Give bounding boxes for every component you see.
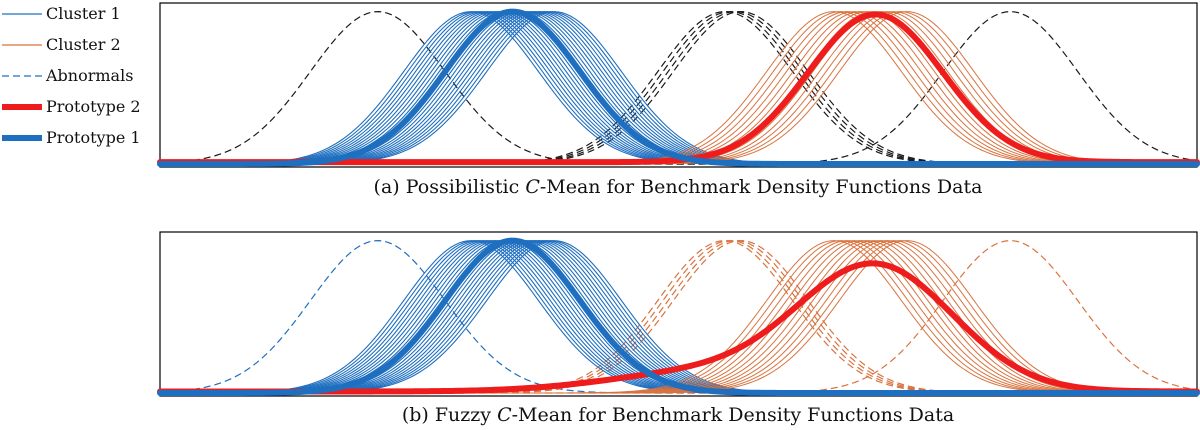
abnormal-curve-a xyxy=(160,11,1197,165)
cluster-1-curve-a xyxy=(160,11,1197,165)
legend-label: Cluster 2 xyxy=(46,35,121,54)
cluster-1-curve-a xyxy=(160,11,1197,165)
panel-b-caption: (b) Fuzzy C-Mean for Benchmark Density F… xyxy=(402,404,954,426)
legend: Cluster 1 Cluster 2 Abnormals Prototype 2 Pr… xyxy=(2,4,141,147)
cluster-2-curve-a xyxy=(160,11,1197,165)
prototype-1-curve-b xyxy=(157,237,1200,396)
cluster-2-curve-a xyxy=(160,11,1197,165)
cluster-1-curve-a xyxy=(160,11,1197,165)
panel-b: (b) Fuzzy C-Mean for Benchmark Density F… xyxy=(157,231,1200,426)
abnormal-curve-a xyxy=(160,11,1198,165)
cluster-2-curve-a xyxy=(160,11,1197,165)
cluster-1-curve-a xyxy=(160,11,1197,165)
cluster-2-curve-a xyxy=(160,11,1197,165)
abnormal-curve-a xyxy=(159,11,1197,165)
cluster-1-curve-a xyxy=(160,11,1197,165)
cluster-1-curve-a xyxy=(160,11,1197,165)
cluster-1-curve-a xyxy=(160,11,1197,165)
cluster-2-curve-a xyxy=(160,11,1198,165)
cluster-1-curve-a xyxy=(160,11,1197,165)
legend-label: Prototype 1 xyxy=(46,128,141,147)
cluster-1-curve-a xyxy=(160,11,1197,165)
cluster-1-curve-a xyxy=(160,11,1197,165)
panel-b-curves xyxy=(157,237,1200,396)
cluster-2-curve-a xyxy=(160,11,1198,165)
cluster-1-curve-a xyxy=(160,11,1197,165)
cluster-2-curve-a xyxy=(160,11,1197,165)
cluster-1-curve-a xyxy=(160,11,1197,165)
cluster-2-curve-a xyxy=(160,11,1197,165)
abnormal-curve-a xyxy=(160,11,1197,165)
cluster-2-curve-a xyxy=(160,11,1197,165)
cluster-1-curve-a xyxy=(160,11,1197,165)
panel-b-frame xyxy=(159,231,1198,397)
cluster-1-curve-a xyxy=(160,11,1197,165)
cluster-1-curve-a xyxy=(160,11,1197,165)
cluster-1-curve-a xyxy=(160,11,1197,165)
cluster-1-curve-a xyxy=(160,11,1197,165)
panel-a: (a) Possibilistic C-Mean for Benchmark D… xyxy=(157,2,1200,198)
cluster-2-curve-a xyxy=(160,11,1197,165)
cluster-1-curve-a xyxy=(160,11,1197,165)
legend-label: Abnormals xyxy=(45,66,133,85)
legend-label: Prototype 2 xyxy=(46,97,141,116)
legend-label: Cluster 1 xyxy=(46,4,121,23)
abnormal-curve-a xyxy=(160,11,1197,165)
panel-a-frame xyxy=(159,2,1198,168)
prototype-1-curve-a xyxy=(157,8,1200,167)
panel-a-curves xyxy=(157,8,1200,167)
cluster-2-curve-a xyxy=(160,11,1197,165)
prototype-2-curve-a xyxy=(157,11,1200,166)
cluster-1-curve-a xyxy=(160,11,1197,165)
cluster-2-curve-a xyxy=(160,11,1197,165)
cluster-1-curve-a xyxy=(160,11,1197,165)
cluster-1-curve-a xyxy=(160,11,1197,165)
abnormal-curve-a xyxy=(160,11,1197,165)
panel-a-caption: (a) Possibilistic C-Mean for Benchmark D… xyxy=(374,176,983,198)
cluster-1-curve-a xyxy=(160,11,1197,165)
